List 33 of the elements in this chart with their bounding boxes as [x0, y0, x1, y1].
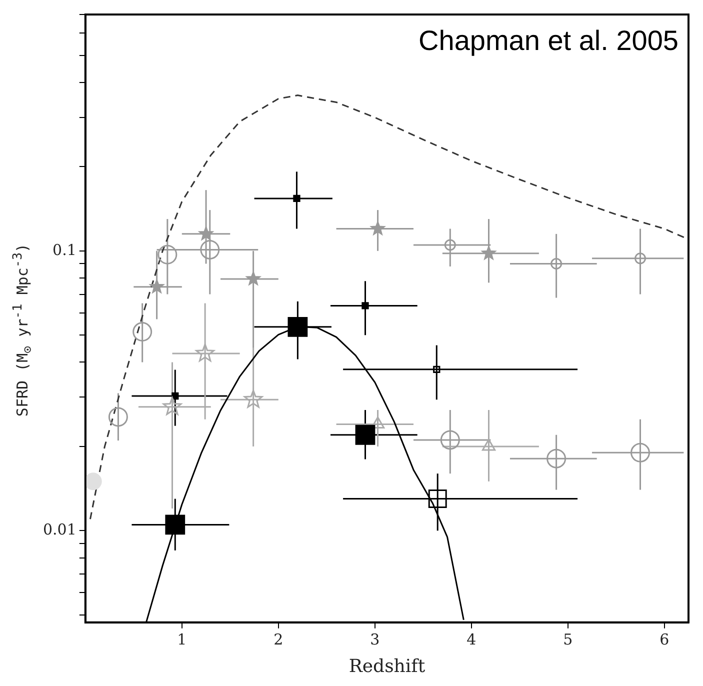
point	[244, 390, 263, 408]
point	[444, 239, 456, 251]
point	[108, 407, 128, 427]
x-tick-label: 3	[370, 630, 380, 648]
x-tick-label: 2	[274, 630, 284, 648]
x-tick-label: 1	[177, 630, 187, 648]
point	[433, 366, 440, 374]
x-tick-label: 4	[466, 630, 476, 648]
point	[293, 194, 300, 202]
point	[428, 490, 447, 508]
y-tick-label: 0.01	[42, 520, 76, 539]
point	[172, 392, 179, 400]
point	[132, 322, 152, 342]
point	[482, 438, 496, 451]
point	[85, 472, 102, 490]
point	[165, 514, 186, 535]
point	[630, 442, 650, 462]
x-tick-label: 5	[563, 630, 573, 648]
point	[634, 252, 646, 264]
point	[158, 244, 178, 264]
point	[162, 397, 182, 415]
point	[546, 448, 566, 468]
point	[362, 302, 369, 310]
point	[196, 344, 214, 362]
x-axis-title: Redshift	[348, 656, 426, 677]
point	[200, 240, 220, 260]
point	[440, 430, 460, 450]
point	[355, 424, 376, 445]
x-tick-label: 6	[660, 630, 670, 648]
y-tick-label: 0.1	[52, 240, 76, 259]
point	[288, 316, 308, 337]
annotation: Chapman et al. 2005	[418, 25, 678, 56]
point	[550, 258, 562, 270]
